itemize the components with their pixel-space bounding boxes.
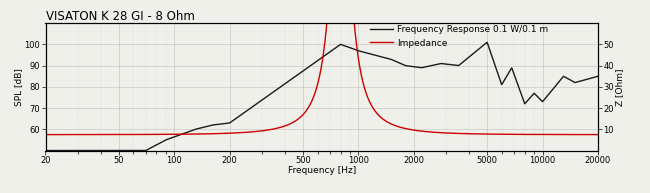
- Frequency Response 0.1 W/0.1 m: [70, 149, 77, 152]
- Frequency Response 0.1 W/0.1 m: [578, 80, 586, 82]
- Line: Frequency Response 0.1 W/0.1 m: Frequency Response 0.1 W/0.1 m: [46, 42, 598, 151]
- Impedance: [70, 133, 77, 136]
- Frequency Response 0.1 W/0.1 m: [296, 72, 304, 75]
- X-axis label: Frequency [Hz]: Frequency [Hz]: [288, 167, 356, 175]
- Frequency Response 0.1 W/0.1 m: [310, 62, 318, 64]
- Frequency Response 0.1 W/0.1 m: [42, 149, 49, 152]
- Impedance: [578, 133, 586, 136]
- Frequency Response 0.1 W/0.1 m: [578, 80, 586, 82]
- Impedance: [578, 133, 586, 136]
- Impedance: [296, 117, 304, 119]
- Y-axis label: SPL [dB]: SPL [dB]: [14, 68, 23, 106]
- Y-axis label: Z [Ohm]: Z [Ohm]: [616, 68, 625, 106]
- Legend: Frequency Response 0.1 W/0.1 m, Impedance: Frequency Response 0.1 W/0.1 m, Impedanc…: [370, 25, 548, 48]
- Impedance: [42, 133, 49, 136]
- Text: VISATON K 28 GI - 8 Ohm: VISATON K 28 GI - 8 Ohm: [46, 10, 194, 23]
- Frequency Response 0.1 W/0.1 m: [594, 75, 602, 77]
- Impedance: [477, 133, 485, 135]
- Impedance: [594, 133, 602, 136]
- Impedance: [310, 94, 318, 96]
- Frequency Response 0.1 W/0.1 m: [483, 41, 491, 44]
- Line: Impedance: Impedance: [46, 0, 598, 135]
- Frequency Response 0.1 W/0.1 m: [476, 47, 484, 49]
